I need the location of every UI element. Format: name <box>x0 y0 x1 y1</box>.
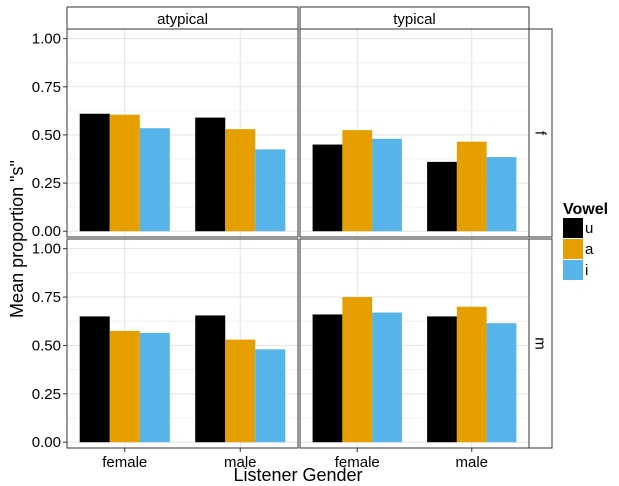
bar-typical-m-female-u <box>312 314 343 443</box>
legend-title: Vowel <box>563 201 608 218</box>
bar-atypical-f-male-a <box>225 129 256 232</box>
panel-border <box>66 28 299 238</box>
facet-label-m: m <box>532 337 549 350</box>
legend-swatch-u <box>563 218 583 238</box>
y-tick-label: 0.00 <box>32 223 61 240</box>
panel-typical-m <box>299 238 530 449</box>
facet-label-atypical: atypical <box>157 11 208 28</box>
panel-border <box>66 238 299 449</box>
bar-atypical-m-male-a <box>225 339 256 443</box>
x-tick-label: male <box>455 454 488 471</box>
bar-atypical-m-male-i <box>255 349 286 443</box>
bar-typical-f-male-u <box>427 161 457 232</box>
panels-layer: atypical typical f m <box>66 6 553 449</box>
panel-atypical-f <box>66 28 299 238</box>
legend: Vowel uai <box>563 201 608 280</box>
panel-border <box>299 238 530 449</box>
legend-label-u: u <box>585 220 593 237</box>
y-tick-label: 0.75 <box>32 79 61 96</box>
bar-atypical-f-male-i <box>255 149 286 232</box>
y-tick-label: 0.00 <box>32 434 61 451</box>
y-tick-label: 0.25 <box>32 386 61 403</box>
bar-typical-f-female-a <box>342 130 373 232</box>
x-tick-label: female <box>102 454 147 471</box>
bar-atypical-f-female-a <box>109 114 140 232</box>
legend-swatch-a <box>563 239 583 259</box>
panel-border <box>299 28 530 238</box>
y-tick-label: 1.00 <box>32 241 61 258</box>
bar-typical-f-male-i <box>486 157 517 232</box>
bar-atypical-m-female-a <box>109 330 140 443</box>
facet-label-typical: typical <box>393 11 436 28</box>
x-tick-label: male <box>224 454 257 471</box>
panel-atypical-m <box>66 238 299 449</box>
facet-label-f: f <box>532 131 549 136</box>
bar-typical-f-female-i <box>372 138 402 232</box>
bar-atypical-f-male-u <box>195 117 226 232</box>
bar-typical-m-male-u <box>427 316 457 443</box>
y-tick-label: 0.25 <box>32 175 61 192</box>
bar-typical-f-male-a <box>456 141 487 232</box>
legend-swatch-i <box>563 260 583 280</box>
y-tick-label: 0.50 <box>32 127 61 144</box>
bar-typical-m-male-i <box>486 323 517 443</box>
bar-atypical-f-female-u <box>79 113 110 232</box>
panel-typical-f <box>299 28 530 238</box>
bar-typical-m-female-a <box>342 297 373 443</box>
y-tick-label: 1.00 <box>32 31 61 48</box>
x-axis-title: Listener Gender <box>233 465 362 485</box>
bar-atypical-m-male-u <box>195 315 226 443</box>
bar-typical-m-male-a <box>456 306 487 443</box>
bar-atypical-m-female-u <box>79 316 110 443</box>
y-tick-label: 0.50 <box>32 337 61 354</box>
y-tick-label: 0.75 <box>32 289 61 306</box>
bar-atypical-m-female-i <box>139 332 170 443</box>
axes-layer: 0.000.250.500.751.000.000.250.500.751.00… <box>32 31 488 471</box>
legend-label-a: a <box>585 241 594 258</box>
x-tick-label: female <box>335 454 380 471</box>
bar-typical-f-female-u <box>312 144 343 232</box>
bar-typical-m-female-i <box>372 312 402 443</box>
y-axis-title: Mean proportion "s" <box>7 160 27 318</box>
legend-label-i: i <box>585 262 588 279</box>
bar-atypical-f-female-i <box>139 128 170 232</box>
